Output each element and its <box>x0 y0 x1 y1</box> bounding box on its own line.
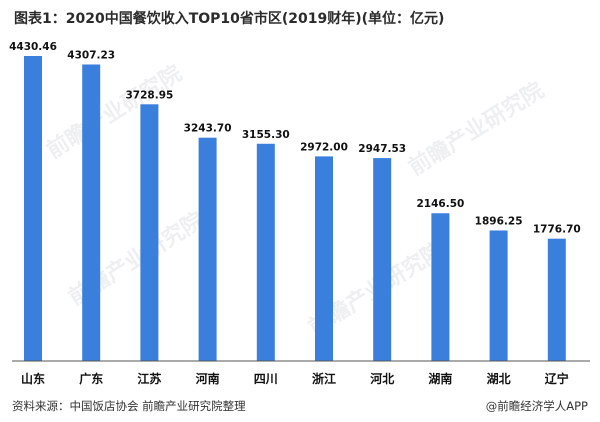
bar-辽宁 <box>547 238 566 361</box>
bar-四川 <box>256 143 275 361</box>
category-label: 江苏 <box>137 371 161 386</box>
category-label: 四川 <box>254 372 278 386</box>
value-label: 2947.53 <box>358 143 406 155</box>
category-label: 河南 <box>195 371 220 386</box>
category-label: 浙江 <box>312 371 336 386</box>
bar-series <box>24 56 566 362</box>
bar-河南 <box>198 137 217 361</box>
value-label: 1776.70 <box>533 224 581 236</box>
watermark-text: 前瞻产业研究院 <box>404 77 548 181</box>
credit-note: @前瞻经济学人APP <box>485 399 588 413</box>
category-label: 湖北 <box>487 371 511 386</box>
category-label: 河北 <box>369 371 394 386</box>
watermark-layer: 前瞻产业研究院前瞻产业研究院前瞻产业研究院前瞻产业研究院 <box>42 60 548 341</box>
bar-江苏 <box>140 104 159 361</box>
source-note: 资料来源：中国饭店协会 前瞻产业研究院整理 <box>12 399 246 413</box>
value-label: 1896.25 <box>475 215 523 227</box>
value-label: 3243.70 <box>184 123 232 135</box>
category-labels: 山东 广东 江苏 河南 四川 浙江 河北 湖南 湖北 辽宁 <box>21 371 569 386</box>
category-label: 湖南 <box>428 371 452 386</box>
value-label: 3155.30 <box>242 129 290 141</box>
value-labels: 4430.46 4307.23 3728.95 3243.70 3155.30 2972.… <box>9 41 581 236</box>
category-label: 山东 <box>21 371 45 386</box>
bar-湖南 <box>431 213 450 361</box>
bar-山东 <box>24 56 42 361</box>
value-label: 3728.95 <box>125 89 173 101</box>
bar-浙江 <box>315 156 333 361</box>
value-label: 2972.00 <box>300 141 348 153</box>
bar-湖北 <box>489 230 508 361</box>
bar-广东 <box>82 64 101 362</box>
bar-河北 <box>373 158 392 361</box>
value-label: 4430.46 <box>9 41 57 53</box>
chart-title: 图表1：2020中国餐饮收入TOP10省市区(2019财年)(单位：亿元) <box>14 11 445 27</box>
category-label: 广东 <box>79 371 103 386</box>
value-label: 2146.50 <box>416 198 464 210</box>
value-label: 4307.23 <box>67 49 115 61</box>
footer: 资料来源：中国饭店协会 前瞻产业研究院整理 @前瞻经济学人APP <box>12 396 588 416</box>
watermark-text: 前瞻产业研究院 <box>42 60 186 164</box>
category-label: 辽宁 <box>545 371 569 386</box>
